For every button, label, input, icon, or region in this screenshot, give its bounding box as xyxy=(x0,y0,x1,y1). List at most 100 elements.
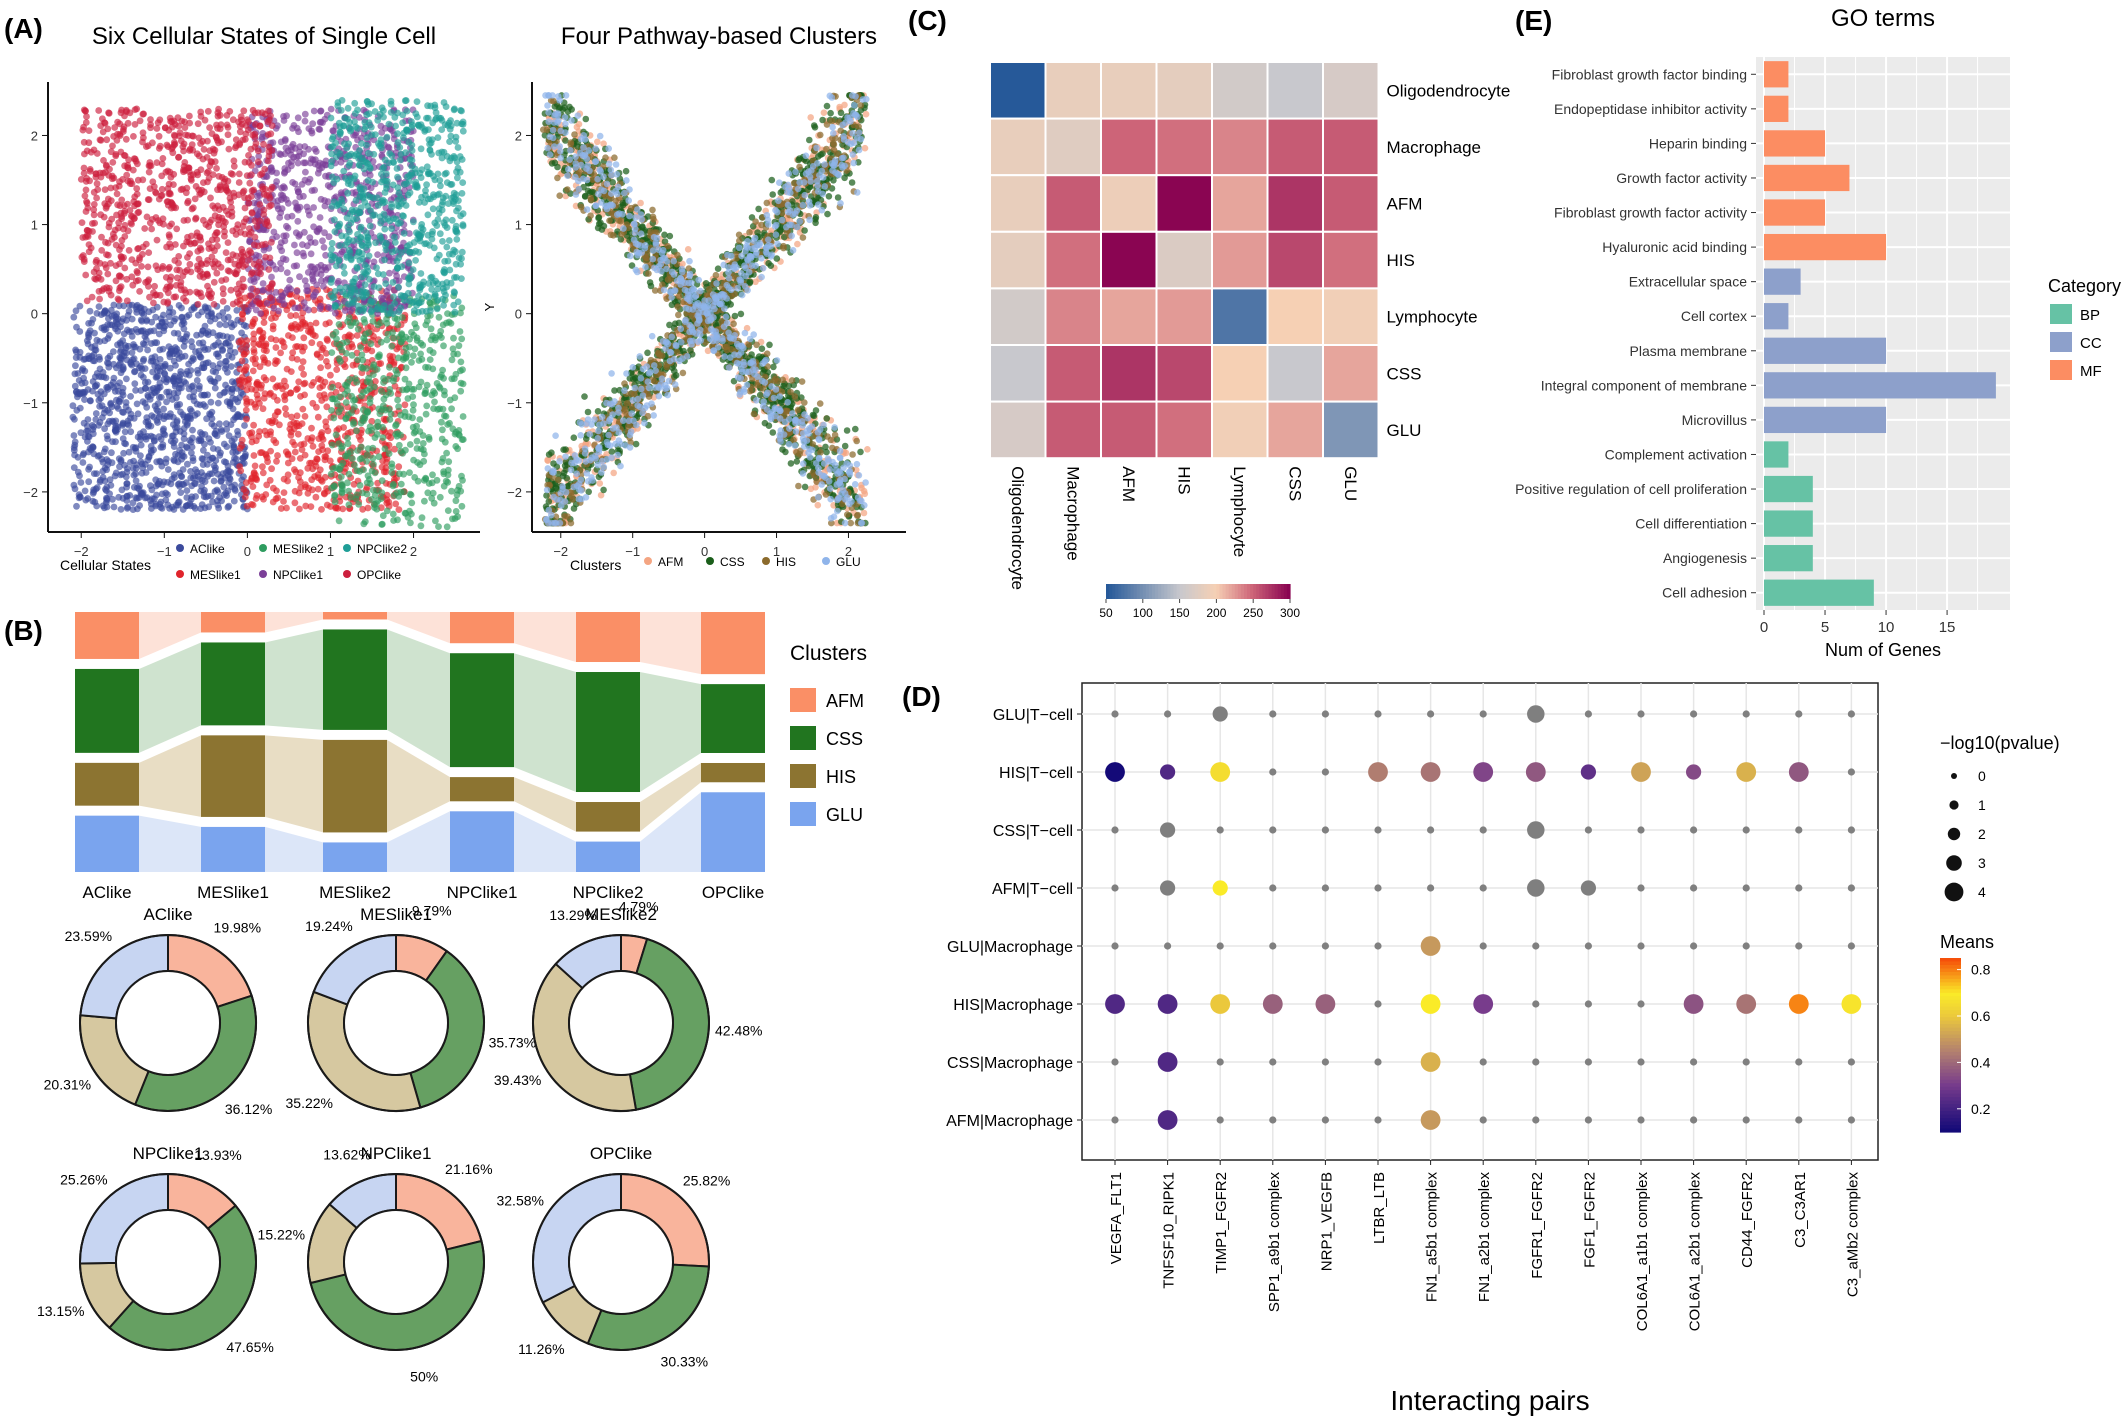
scatter-point xyxy=(143,432,151,440)
scatter-point xyxy=(93,256,100,264)
scatter-point xyxy=(98,402,106,410)
scatter-point xyxy=(397,480,405,488)
scatter-point xyxy=(349,455,356,462)
scatter-point xyxy=(293,249,301,257)
scatter-point xyxy=(124,164,131,172)
scatter-point xyxy=(197,260,205,267)
scatter-point xyxy=(217,263,225,271)
scatter-point xyxy=(121,152,129,160)
scatter-point xyxy=(424,211,432,219)
scatter-point xyxy=(190,239,198,247)
scatter-point xyxy=(116,339,124,347)
scatter-point xyxy=(861,144,869,152)
scatter-point xyxy=(86,397,94,404)
scatter-point xyxy=(312,148,320,155)
scatter-point xyxy=(97,211,105,219)
scatter-point xyxy=(425,293,433,301)
scatter-point xyxy=(422,191,429,199)
scatter-point xyxy=(166,350,173,358)
scatter-point xyxy=(197,189,205,197)
scatter-point xyxy=(317,302,324,310)
scatter-point xyxy=(391,239,399,246)
scatter-point xyxy=(333,366,341,373)
scatter-point xyxy=(262,253,269,261)
scatter-point xyxy=(322,418,330,426)
scatter-point xyxy=(214,350,222,358)
scatter-point xyxy=(324,337,331,344)
scatter-point xyxy=(254,242,262,250)
scatter-point xyxy=(143,213,151,221)
scatter-point xyxy=(172,424,179,431)
scatter-point xyxy=(132,470,140,478)
scatter-point xyxy=(95,303,103,310)
scatter-point xyxy=(430,499,438,507)
scatter-point xyxy=(98,287,106,294)
scatter-point xyxy=(273,169,280,177)
scatter-point xyxy=(194,120,202,128)
scatter-point xyxy=(113,382,121,390)
scatter-point xyxy=(300,343,308,351)
scatter-point xyxy=(354,294,361,302)
scatter-point xyxy=(440,342,447,350)
scatter-point xyxy=(443,283,450,291)
scatter-point xyxy=(180,435,188,443)
scatter-point xyxy=(247,478,255,485)
scatter-point xyxy=(150,389,158,397)
scatter-point xyxy=(217,449,224,457)
scatter-point xyxy=(153,236,161,244)
scatter-point xyxy=(452,137,460,145)
scatter-point xyxy=(204,304,212,312)
scatter-point xyxy=(136,502,144,509)
scatter-point xyxy=(370,258,378,266)
scatter-point xyxy=(106,331,113,339)
scatter-point xyxy=(70,481,78,489)
scatter-point xyxy=(453,236,461,243)
scatter-point xyxy=(301,320,309,327)
scatter-point xyxy=(280,489,288,496)
scatter-point xyxy=(210,278,218,286)
scatter-point xyxy=(312,493,320,501)
scatter-point xyxy=(207,377,215,385)
scatter-point xyxy=(178,455,186,463)
scatter-point xyxy=(125,247,133,254)
scatter-point xyxy=(457,358,465,366)
scatter-point xyxy=(416,461,424,469)
scatter-point xyxy=(316,159,324,167)
scatter-point xyxy=(292,229,300,237)
scatter-point xyxy=(245,158,253,166)
scatter-point xyxy=(107,197,115,205)
scatter-point xyxy=(135,208,143,216)
scatter-point xyxy=(82,186,90,194)
scatter-point xyxy=(261,390,269,398)
scatter-point xyxy=(452,508,460,515)
scatter-point xyxy=(378,294,385,302)
scatter-point xyxy=(385,450,393,457)
scatter-point xyxy=(434,296,442,304)
scatter-point xyxy=(408,499,416,507)
scatter-point xyxy=(256,428,263,435)
scatter-point xyxy=(395,403,402,411)
scatter-point xyxy=(256,326,264,334)
scatter-point xyxy=(267,130,275,138)
scatter-point xyxy=(228,208,236,216)
scatter-point xyxy=(377,234,385,242)
scatter-point xyxy=(377,338,385,346)
scatter-point xyxy=(133,400,141,408)
scatter-point xyxy=(372,239,379,247)
scatter-points xyxy=(69,97,467,531)
scatter-point xyxy=(201,478,209,485)
legend-key-npclike2 xyxy=(343,544,351,552)
scatter-point xyxy=(267,201,275,209)
scatter-point xyxy=(291,448,299,456)
scatter-point xyxy=(345,470,353,478)
scatter-point xyxy=(417,522,425,530)
scatter-point xyxy=(370,501,378,508)
scatter-point xyxy=(416,232,424,240)
scatter-point xyxy=(263,481,271,489)
scatter-point xyxy=(200,216,207,224)
scatter-point xyxy=(150,299,157,307)
scatter-point xyxy=(422,475,430,483)
scatter-point xyxy=(317,476,325,484)
scatter-point xyxy=(314,169,322,177)
scatter-point xyxy=(328,407,335,414)
